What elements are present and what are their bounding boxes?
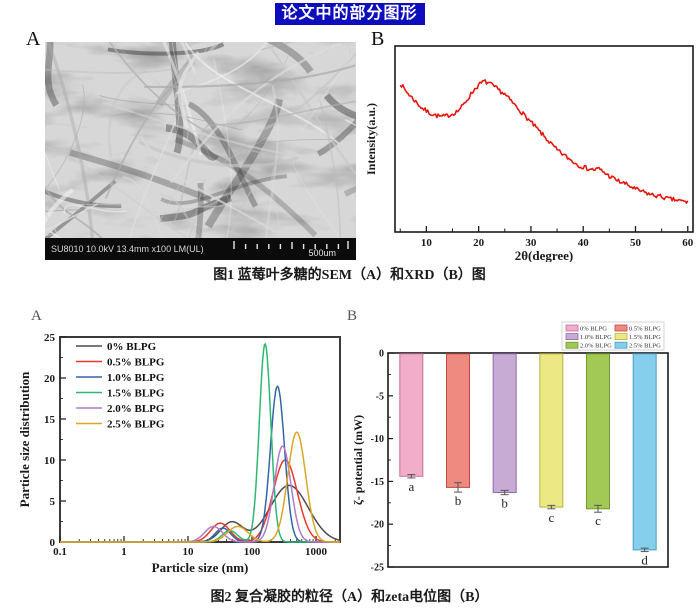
- svg-text:2.5% BLPG: 2.5% BLPG: [107, 419, 165, 431]
- svg-text:15: 15: [44, 414, 56, 426]
- svg-text:2θ(degree): 2θ(degree): [515, 248, 574, 262]
- svg-text:25: 25: [44, 332, 56, 344]
- sem-info-text: SU8010 10.0kV 13.4mm x100 LM(UL): [51, 244, 204, 254]
- svg-text:40: 40: [578, 237, 590, 249]
- svg-text:0% BLPG: 0% BLPG: [107, 341, 157, 353]
- zeta-bar: [446, 353, 470, 488]
- xrd-curve: [399, 79, 689, 204]
- zeta-bar: [399, 353, 424, 477]
- svg-text:2.0% BLPG: 2.0% BLPG: [107, 403, 165, 415]
- svg-text:2.0% BLPG: 2.0% BLPG: [580, 343, 612, 350]
- svg-text:100: 100: [244, 546, 261, 558]
- svg-text:-10: -10: [371, 434, 384, 445]
- sem-scale-label: 500um: [308, 247, 336, 258]
- psd-curves: [60, 343, 341, 543]
- figure2-panel-b-label: B: [347, 308, 358, 324]
- svg-text:5: 5: [50, 496, 56, 508]
- page-title: 论文中的部分图形: [274, 3, 425, 25]
- zeta-axes: 0 -5 -10 -15 -20 -25 ζ- potential (mW): [351, 349, 393, 574]
- zeta-bar: [586, 353, 610, 510]
- svg-text:0% BLPG: 0% BLPG: [580, 325, 607, 332]
- zeta-sig-letter: b: [455, 493, 462, 508]
- svg-text:30: 30: [525, 237, 537, 249]
- zeta-bar: [632, 353, 657, 551]
- psd-legend: 0% BLPG 0.5% BLPG 1.0% BLPG 1.5% BLPG 2.0% B…: [76, 341, 165, 431]
- svg-text:1.5% BLPG: 1.5% BLPG: [107, 388, 165, 400]
- svg-text:-25: -25: [371, 563, 384, 574]
- svg-text:10: 10: [44, 455, 56, 467]
- zeta-sig-letter: c: [595, 513, 601, 528]
- svg-text:Intensity(a.u.): Intensity(a.u.): [364, 103, 378, 175]
- svg-text:-20: -20: [371, 520, 384, 531]
- svg-text:ζ- potential (mW): ζ- potential (mW): [351, 415, 365, 505]
- sem-scale: 500um: [232, 240, 350, 258]
- zeta-legend: 0% BLPG 0.5% BLPG 1.0% BLPG 1.5% BLPG 2.0% B…: [561, 321, 665, 351]
- svg-text:2.5% BLPG: 2.5% BLPG: [629, 343, 661, 350]
- xrd-axes: 10 20 30 40 50 60 2θ(degree) Intensity(a.u.): [364, 103, 694, 262]
- sem-info-bar: SU8010 10.0kV 13.4mm x100 LM(UL) 500um: [45, 238, 356, 260]
- svg-text:20: 20: [44, 373, 56, 385]
- svg-text:-15: -15: [371, 477, 384, 488]
- zeta-potential-chart: 0 -5 -10 -15 -20 -25 ζ- potential (mW) a b b c c d 0%…: [351, 321, 669, 574]
- xrd-chart: 10 20 30 40 50 60 2θ(degree) Intensity(a.u.): [364, 45, 694, 262]
- svg-text:Particle size (nm): Particle size (nm): [152, 560, 249, 575]
- svg-text:50: 50: [630, 237, 642, 249]
- svg-text:1.0% BLPG: 1.0% BLPG: [107, 372, 165, 384]
- svg-text:0.5% BLPG: 0.5% BLPG: [629, 325, 661, 332]
- sem-texture: [0, 0, 546, 384]
- zeta-bar: [539, 353, 564, 508]
- zeta-sig-letter: c: [548, 510, 554, 525]
- svg-text:0.1: 0.1: [53, 546, 67, 558]
- svg-text:0: 0: [379, 349, 384, 360]
- svg-text:1.0% BLPG: 1.0% BLPG: [580, 334, 612, 341]
- svg-text:1: 1: [121, 546, 127, 558]
- zeta-sig-letter: b: [501, 496, 508, 511]
- zeta-sig-letter: d: [641, 553, 648, 568]
- svg-text:-5: -5: [376, 391, 384, 402]
- sem-image: SU8010 10.0kV 13.4mm x100 LM(UL) 500um: [0, 0, 546, 384]
- svg-text:60: 60: [682, 237, 694, 249]
- figure1-caption: 图1 蓝莓叶多糖的SEM（A）和XRD（B）图: [213, 268, 486, 283]
- svg-text:1.5% BLPG: 1.5% BLPG: [629, 334, 661, 341]
- psd-curve: [60, 431, 340, 543]
- figure1-panel-b-label: B: [371, 28, 385, 50]
- zeta-bar: [492, 353, 517, 494]
- figure1-panel-a-label: A: [26, 28, 41, 50]
- particle-size-chart: 0.1 1 10 100 1000 0 5 10 15 20 25 Particle size (nm…: [17, 332, 341, 575]
- zeta-sig-letter: a: [408, 479, 414, 494]
- svg-text:10: 10: [421, 237, 433, 249]
- svg-text:0: 0: [50, 537, 56, 549]
- svg-text:Particle size distribution: Particle size distribution: [17, 371, 32, 508]
- svg-text:1000: 1000: [305, 546, 328, 558]
- svg-text:0.5% BLPG: 0.5% BLPG: [107, 357, 165, 369]
- svg-text:20: 20: [473, 237, 485, 249]
- figure2-panel-a-label: A: [31, 308, 42, 324]
- svg-text:10: 10: [183, 546, 195, 558]
- sem-scale-ruler: [233, 240, 349, 249]
- zeta-bars: a b b c c d: [399, 353, 657, 568]
- figure2-caption: 图2 复合凝胶的粒径（A）和zeta电位图（B）: [210, 590, 489, 605]
